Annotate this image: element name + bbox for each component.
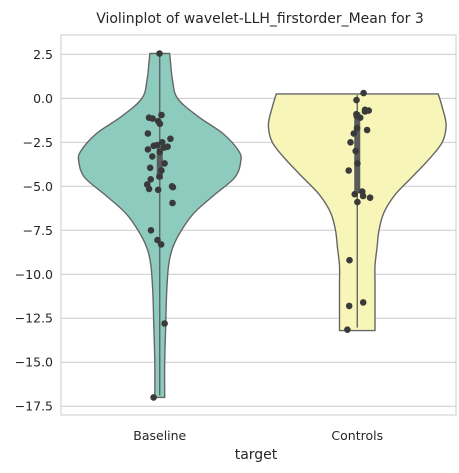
violins xyxy=(77,52,447,399)
point-controls-19 xyxy=(354,198,361,206)
point-controls-13 xyxy=(354,160,361,167)
point-baseline-24 xyxy=(145,185,153,193)
point-baseline-29 xyxy=(157,241,165,248)
point-baseline-26 xyxy=(169,199,176,207)
point-controls-20 xyxy=(346,256,353,264)
point-controls-1 xyxy=(353,96,360,104)
data-points xyxy=(143,50,374,401)
point-baseline-28 xyxy=(154,236,161,244)
point-baseline-3 xyxy=(149,115,156,122)
y-tick-label-1: 0.0 xyxy=(33,91,53,106)
point-controls-22 xyxy=(345,302,353,310)
point-baseline-1 xyxy=(158,111,165,119)
point-baseline-13 xyxy=(144,146,152,153)
point-baseline-30 xyxy=(161,320,168,327)
x-tick-labels: Baseline Controls xyxy=(133,428,383,443)
point-controls-21 xyxy=(359,299,367,306)
y-tick-label-7: −15.0 xyxy=(15,355,53,370)
iqr-box-baseline xyxy=(156,145,163,180)
point-baseline-31 xyxy=(150,394,157,401)
x-tick-label-baseline: Baseline xyxy=(133,428,186,443)
y-tick-label-2: −2.5 xyxy=(23,135,53,150)
point-baseline-18 xyxy=(158,167,165,174)
y-tick-label-3: −5.0 xyxy=(23,179,53,194)
point-controls-10 xyxy=(350,130,358,137)
point-controls-4 xyxy=(361,108,369,115)
point-baseline-6 xyxy=(144,130,152,137)
point-controls-18 xyxy=(366,194,374,201)
y-tick-label-5: −10.0 xyxy=(15,267,53,282)
chart-title: Violinplot of wavelet-LLH_firstorder_Mea… xyxy=(96,11,424,27)
point-controls-0 xyxy=(360,89,367,97)
point-controls-12 xyxy=(352,147,360,155)
point-controls-14 xyxy=(345,167,353,174)
point-baseline-25 xyxy=(154,186,162,194)
y-tick-label-8: −17.5 xyxy=(15,399,53,414)
y-tick-label-4: −7.5 xyxy=(23,223,53,238)
y-tick-labels: 2.5 0.0 −2.5 −5.0 −7.5 −10.0 −12.5 −15.0 −17.5 xyxy=(15,47,53,414)
point-baseline-7 xyxy=(167,135,174,143)
point-baseline-27 xyxy=(147,227,155,234)
point-controls-16 xyxy=(351,190,359,198)
point-baseline-20 xyxy=(147,176,154,183)
point-controls-11 xyxy=(347,139,354,146)
y-tick-label-0: 2.5 xyxy=(33,47,53,62)
point-controls-17 xyxy=(359,192,367,200)
point-controls-9 xyxy=(363,126,371,134)
point-baseline-15 xyxy=(149,153,156,160)
y-tick-label-6: −12.5 xyxy=(15,311,53,326)
x-tick-label-controls: Controls xyxy=(331,428,383,443)
point-baseline-17 xyxy=(146,164,154,172)
point-baseline-12 xyxy=(160,144,168,151)
point-baseline-16 xyxy=(161,160,168,167)
point-baseline-8 xyxy=(159,139,166,146)
point-baseline-5 xyxy=(156,120,164,128)
point-controls-7 xyxy=(356,114,364,121)
point-baseline-23 xyxy=(169,183,177,191)
plot-frame xyxy=(60,34,457,416)
point-baseline-0 xyxy=(156,50,163,57)
point-controls-8 xyxy=(353,124,361,132)
point-baseline-14 xyxy=(156,148,163,156)
point-baseline-19 xyxy=(156,173,163,180)
point-baseline-10 xyxy=(150,142,157,150)
x-axis-title: target xyxy=(235,447,278,463)
point-controls-23 xyxy=(344,326,351,334)
